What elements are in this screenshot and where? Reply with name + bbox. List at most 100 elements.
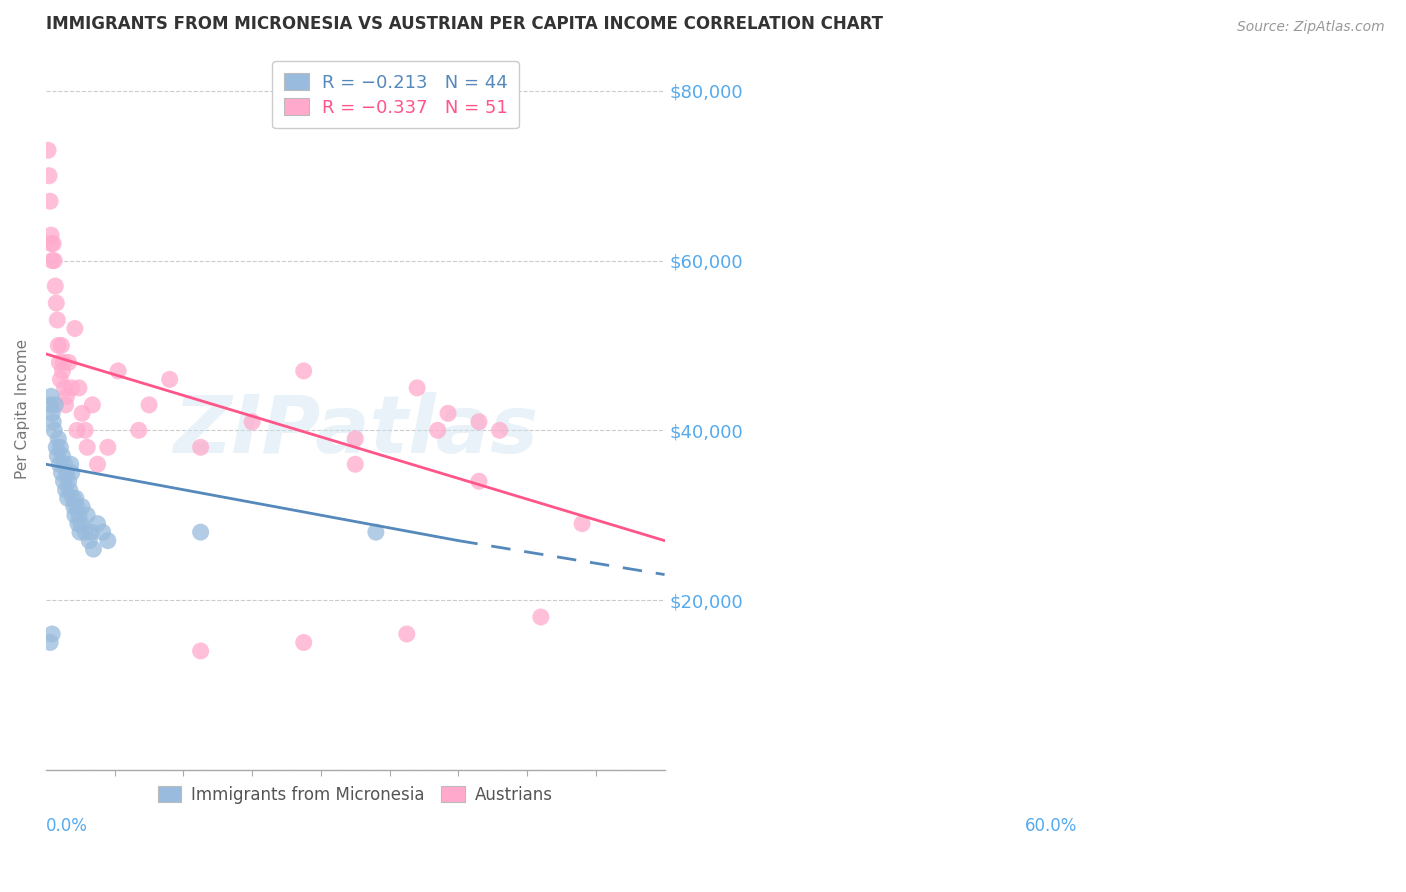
Point [107, 364, 129, 378]
Point [59, 457, 82, 471]
Point [190, 440, 212, 454]
Point [426, 423, 449, 437]
Point [39, 389, 62, 403]
Point [58, 355, 80, 369]
Point [159, 372, 181, 386]
Point [70, 516, 93, 531]
Point [53, 457, 76, 471]
Point [51, 338, 73, 352]
Point [51, 466, 73, 480]
Point [77, 533, 100, 548]
Point [69, 525, 91, 540]
Point [44, 398, 66, 412]
Point [80, 525, 103, 540]
Point [67, 508, 90, 523]
Text: ZIPatlas: ZIPatlas [173, 392, 537, 470]
Point [75, 525, 97, 540]
Point [48, 355, 70, 369]
Point [91, 525, 114, 540]
Point [571, 516, 593, 531]
Point [42, 236, 65, 251]
Point [488, 423, 510, 437]
Point [44, 423, 66, 437]
Point [41, 406, 63, 420]
Point [55, 389, 77, 403]
Point [97, 440, 120, 454]
Point [51, 449, 73, 463]
Point [70, 406, 93, 420]
Point [66, 516, 89, 531]
Point [75, 423, 97, 437]
Text: 60.0%: 60.0% [1025, 817, 1077, 835]
Point [63, 508, 86, 523]
Point [56, 491, 79, 506]
Point [190, 525, 212, 540]
Text: 0.0%: 0.0% [46, 817, 87, 835]
Point [138, 398, 160, 412]
Point [39, 194, 62, 209]
Point [44, 253, 66, 268]
Point [49, 372, 72, 386]
Point [60, 381, 83, 395]
Point [39, 228, 62, 243]
Point [67, 381, 90, 395]
Point [344, 457, 367, 471]
Point [39, 635, 62, 649]
Point [292, 364, 315, 378]
Point [53, 381, 76, 395]
Point [344, 432, 367, 446]
Point [86, 516, 108, 531]
Point [406, 381, 429, 395]
Point [49, 440, 72, 454]
Point [65, 491, 87, 506]
Point [46, 313, 69, 327]
Point [60, 466, 83, 480]
Point [51, 364, 73, 378]
Point [52, 474, 75, 488]
Point [468, 474, 491, 488]
Point [48, 457, 70, 471]
Point [82, 398, 104, 412]
Point [292, 635, 315, 649]
Y-axis label: Per Capita Income: Per Capita Income [15, 339, 30, 479]
Point [190, 644, 212, 658]
Point [55, 466, 77, 480]
Point [44, 279, 66, 293]
Point [66, 500, 89, 514]
Point [66, 423, 89, 437]
Point [59, 483, 82, 497]
Point [58, 474, 80, 488]
Point [395, 627, 418, 641]
Point [62, 500, 84, 514]
Point [62, 491, 84, 506]
Text: IMMIGRANTS FROM MICRONESIA VS AUSTRIAN PER CAPITA INCOME CORRELATION CHART: IMMIGRANTS FROM MICRONESIA VS AUSTRIAN P… [46, 15, 883, 33]
Point [37, 143, 59, 157]
Point [468, 415, 491, 429]
Point [39, 236, 62, 251]
Point [45, 296, 67, 310]
Point [128, 423, 150, 437]
Point [437, 406, 460, 420]
Point [38, 169, 60, 183]
Point [63, 321, 86, 335]
Point [240, 415, 263, 429]
Legend: Immigrants from Micronesia, Austrians: Immigrants from Micronesia, Austrians [149, 777, 561, 812]
Point [46, 432, 69, 446]
Point [45, 440, 67, 454]
Point [41, 627, 63, 641]
Point [42, 415, 65, 429]
Point [55, 398, 77, 412]
Point [76, 440, 98, 454]
Point [46, 338, 69, 352]
Point [41, 253, 63, 268]
Point [97, 533, 120, 548]
Point [46, 449, 69, 463]
Point [52, 355, 75, 369]
Point [70, 500, 93, 514]
Point [82, 542, 104, 557]
Point [86, 457, 108, 471]
Text: Source: ZipAtlas.com: Source: ZipAtlas.com [1237, 20, 1385, 34]
Point [364, 525, 387, 540]
Point [39, 398, 62, 412]
Point [530, 610, 553, 624]
